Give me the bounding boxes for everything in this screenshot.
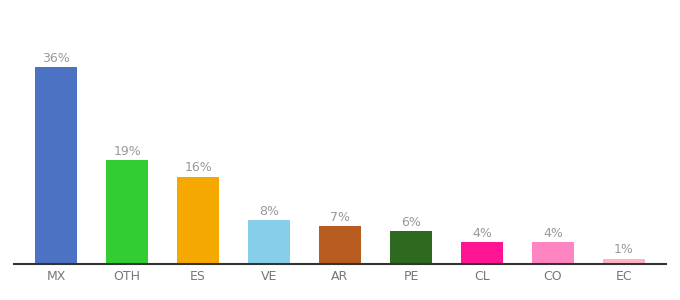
- Bar: [532, 242, 574, 264]
- Bar: [602, 259, 645, 264]
- Bar: [35, 67, 78, 264]
- Bar: [248, 220, 290, 264]
- Text: 6%: 6%: [401, 216, 421, 229]
- Text: 36%: 36%: [42, 52, 70, 65]
- Text: 1%: 1%: [614, 243, 634, 256]
- Bar: [319, 226, 361, 264]
- Text: 8%: 8%: [259, 205, 279, 218]
- Bar: [390, 231, 432, 264]
- Bar: [106, 160, 148, 264]
- Text: 4%: 4%: [543, 227, 563, 240]
- Text: 19%: 19%: [114, 145, 141, 158]
- Text: 4%: 4%: [472, 227, 492, 240]
- Bar: [460, 242, 503, 264]
- Text: 7%: 7%: [330, 211, 350, 224]
- Bar: [177, 177, 220, 264]
- Text: 16%: 16%: [184, 161, 212, 174]
